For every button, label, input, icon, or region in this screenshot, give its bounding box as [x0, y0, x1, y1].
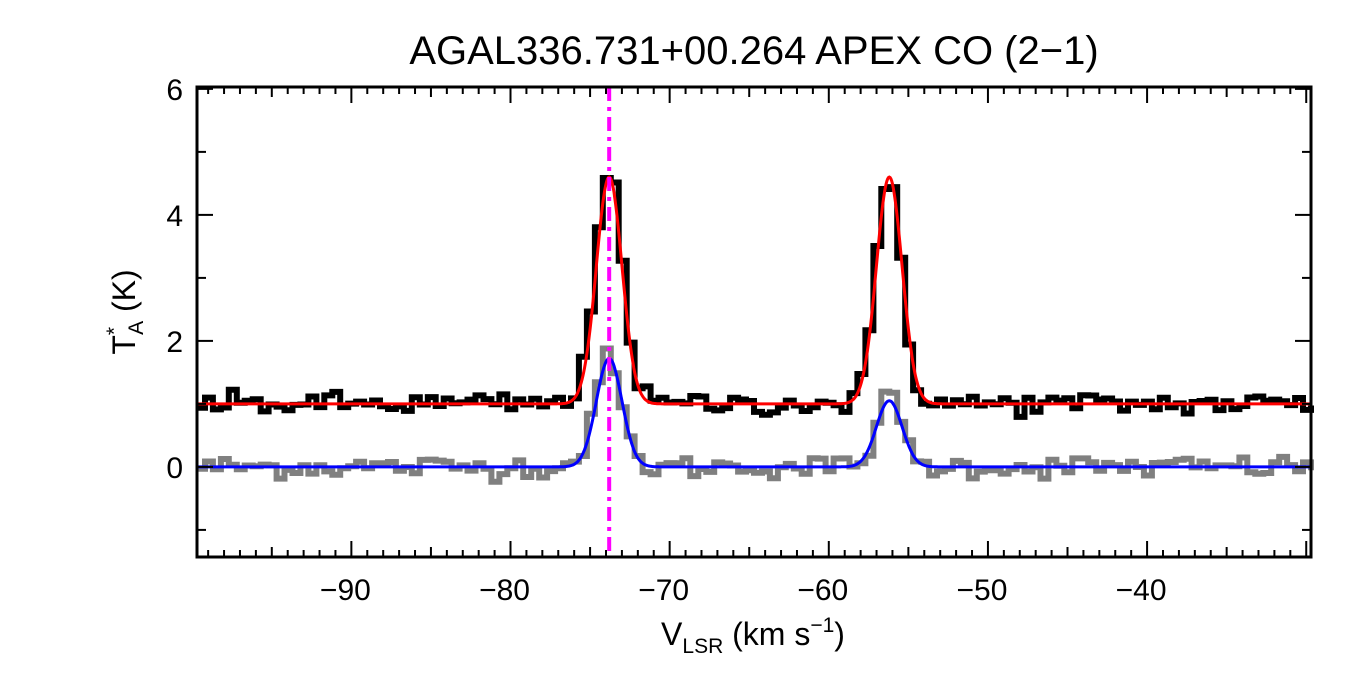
chart-title: AGAL336.731+00.264 APEX CO (2−1) — [409, 29, 1098, 73]
tick-labels: −90 −80 −70 −60 −50 −40 0 2 4 6 — [166, 74, 1166, 607]
y-label-main: T — [106, 335, 142, 355]
spectrum-histogram — [197, 175, 1314, 420]
y-label-sub: A — [125, 321, 148, 335]
x-tick-label: −50 — [956, 574, 1007, 607]
y-label-sup: * — [103, 327, 126, 335]
x-label-main: V — [661, 616, 683, 652]
gaussian-fit-line — [197, 356, 1311, 469]
gaussian-fit-line — [197, 175, 1311, 406]
y-axis-label: T*A (K) — [103, 269, 148, 354]
x-tick-label: −90 — [320, 574, 371, 607]
x-tick-label: −40 — [1116, 574, 1167, 607]
y-label-rest: (K) — [106, 269, 142, 321]
plot-frame — [195, 85, 1313, 559]
x-tick-label: −70 — [638, 574, 689, 607]
axes-layer — [195, 85, 1313, 559]
x-label-end: ) — [834, 616, 845, 652]
x-label-sup: −1 — [810, 614, 834, 637]
x-axis-label: VLSR (km s−1) — [661, 614, 845, 658]
x-label-rest: (km s — [723, 616, 810, 652]
y-tick-label: 2 — [166, 326, 183, 359]
y-tick-label: 6 — [166, 74, 183, 107]
x-label-sub: LSR — [682, 635, 723, 658]
x-tick-label: −80 — [479, 574, 530, 607]
spectrum-histogram — [197, 345, 1314, 485]
series-layer — [197, 87, 1314, 557]
y-tick-label: 4 — [166, 200, 183, 233]
x-tick-label: −60 — [797, 574, 848, 607]
y-tick-label: 0 — [166, 452, 183, 485]
